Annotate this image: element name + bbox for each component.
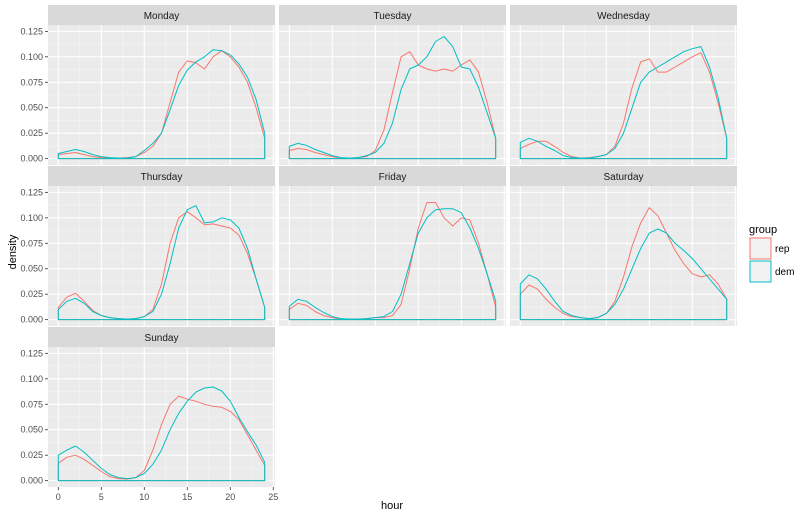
y-axis-title: density [7,234,19,269]
y-tick-label: 0.075 [20,399,43,409]
legend-title: group [749,224,777,236]
facet-saturday: Saturday [510,166,737,326]
density-rep-sunday [57,395,266,482]
y-tick-label: 0.125 [20,348,43,358]
y-tick-label: 0.100 [20,52,43,62]
strip-label-sunday: Sunday [145,333,179,344]
density-dem-wednesday [519,46,728,160]
density-rep-friday [288,202,497,321]
legend-key-dem [749,260,772,283]
facet-sunday: Sunday [48,327,275,487]
x-tick-label: 25 [268,492,278,502]
y-tick-label: 0.075 [20,77,43,87]
y-tick-label: 0.025 [20,289,43,299]
x-tick-label: 0 [56,492,61,502]
x-axis: 0 5 10 15 20 25 [56,487,278,502]
y-tick-label: 0.025 [20,450,43,460]
x-tick-label: 20 [225,492,235,502]
strip-label-thursday: Thursday [141,172,183,183]
strip-sunday [48,327,275,347]
strip-label-friday: Friday [379,172,407,183]
strip-tuesday [279,5,506,25]
y-tick-label: 0.000 [20,315,43,325]
legend-label-dem: dem [775,267,794,278]
y-tick-label: 0.100 [20,374,43,384]
legend-key-rep [749,237,772,260]
y-tick-label: 0.050 [20,264,43,274]
density-dem-sunday [57,386,266,482]
x-tick-label: 5 [99,492,104,502]
strip-thursday [48,166,275,186]
y-tick-label: 0.025 [20,128,43,138]
x-tick-label: 15 [182,492,192,502]
x-tick-label: 10 [139,492,149,502]
y-tick-label: 0.075 [20,238,43,248]
y-tick-label: 0.000 [20,154,43,164]
y-tick-label: 0.100 [20,213,43,223]
y-tick-label: 0.050 [20,103,43,113]
density-dem-saturday [519,228,728,321]
facet-panels: Monday Tuesday Wednesday Thursday Friday Satu… [48,5,737,487]
legend-entries: rep dem [749,237,794,283]
density-dem-monday [57,49,266,160]
facet-tuesday: Tuesday [279,5,506,165]
facet-friday: Friday [279,166,506,326]
density-dem-thursday [57,205,266,321]
strip-wednesday [510,5,737,25]
y-tick-label: 0.125 [20,187,43,197]
y-tick-label: 0.050 [20,425,43,435]
density-rep-monday [57,50,266,160]
strip-saturday [510,166,737,186]
strip-friday [279,166,506,186]
density-rep-saturday [519,207,728,321]
strip-label-tuesday: Tuesday [374,11,412,22]
y-tick-label: 0.000 [20,476,43,486]
facet-thursday: Thursday [48,166,275,326]
y-tick-label: 0.125 [20,26,43,36]
legend-label-rep: rep [775,244,790,255]
strip-label-wednesday: Wednesday [597,11,650,22]
facet-wednesday: Wednesday [510,5,737,165]
density-rep-wednesday [519,52,728,160]
strip-monday [48,5,275,25]
strip-label-monday: Monday [144,11,180,22]
density-dem-friday [288,208,497,321]
density-rep-thursday [57,211,266,321]
strip-label-saturday: Saturday [603,172,643,183]
x-axis-title: hour [381,500,403,512]
density-dem-tuesday [288,36,497,160]
facet-monday: Monday [48,5,275,165]
legend: group rep dem [749,224,794,283]
y-axes: 0.000 0.025 0.050 0.075 0.100 0.125 0.000 0.025… [20,26,48,486]
density-rep-tuesday [288,51,497,160]
